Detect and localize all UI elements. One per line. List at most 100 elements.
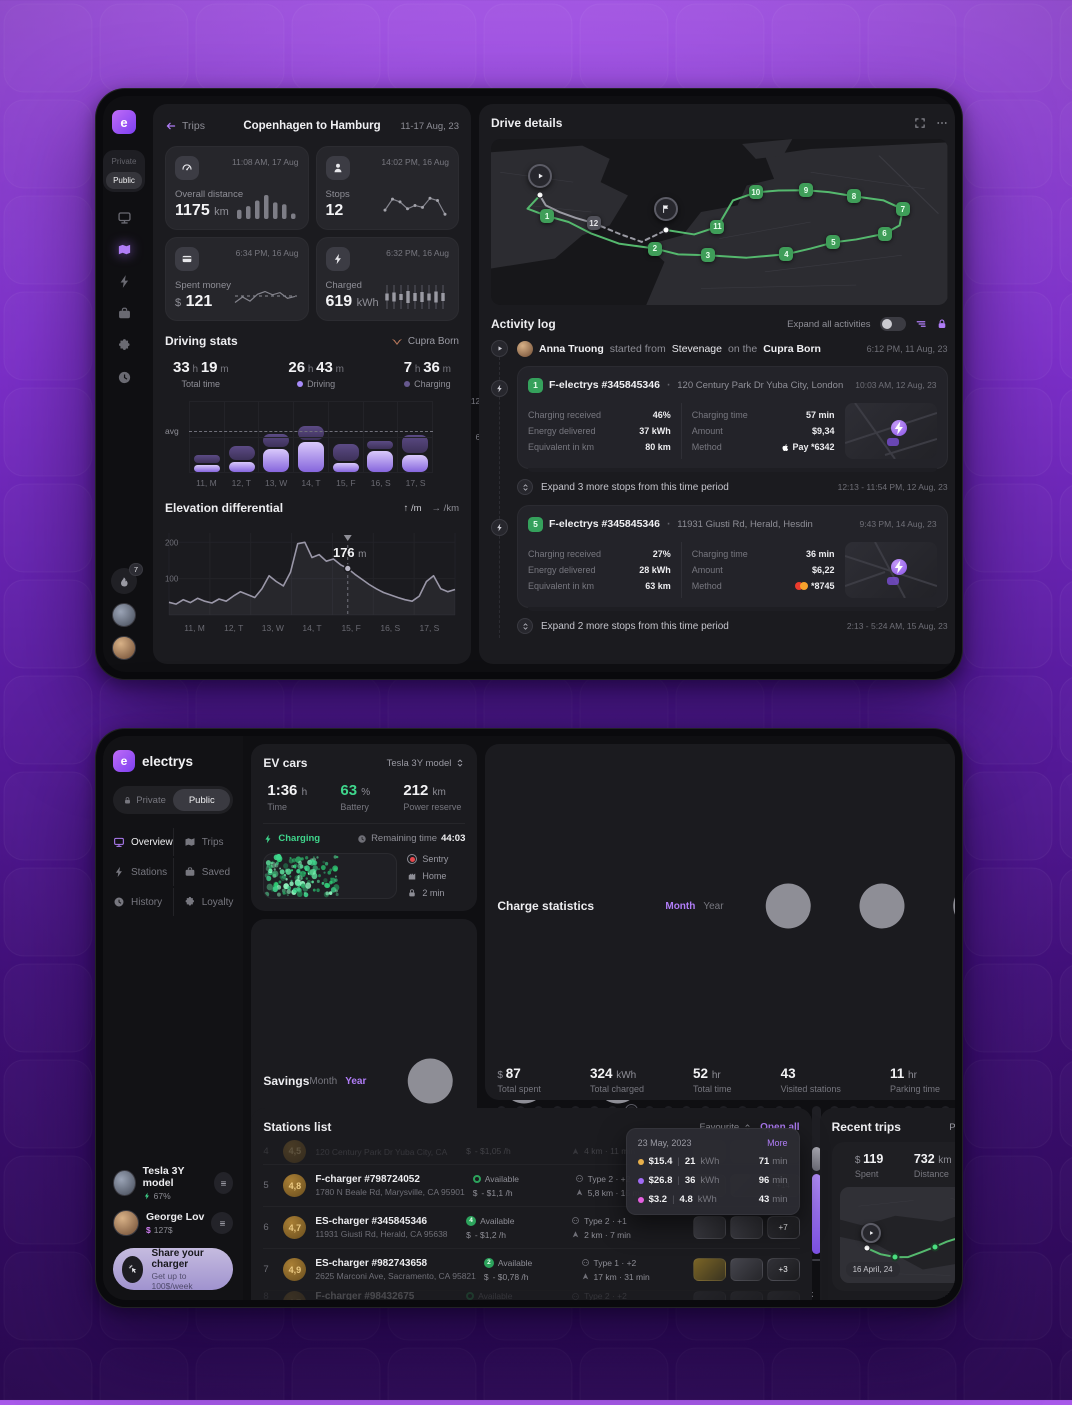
privacy-toggle[interactable]: Private Public (113, 786, 234, 814)
station-row[interactable]: 8 4,7 F-charger #98432675 Available Type 2 ·… (263, 1290, 800, 1300)
station-photo[interactable] (729, 1291, 763, 1300)
waypoint-marker[interactable]: 11 (710, 219, 725, 234)
home-status[interactable]: Home (407, 871, 465, 881)
sidebar-item-overview[interactable]: Overview (113, 828, 173, 856)
spent-card[interactable]: 6:34 PM, 16 Aug Spent money $ 121 (165, 237, 309, 321)
model-selector[interactable]: Tesla 3Y model (387, 758, 466, 769)
station-row[interactable]: 6 4,7 ES-charger #345845346 11931 Giusti Rd… (263, 1206, 800, 1248)
waypoint-marker[interactable]: 5 (826, 235, 841, 250)
user-row[interactable]: George Lov $127$ (113, 1210, 234, 1236)
expand-icon[interactable] (914, 117, 926, 129)
year-tab[interactable]: Year (345, 1075, 367, 1087)
waypoint-marker[interactable]: 9 (799, 183, 814, 198)
station-photo[interactable] (729, 1258, 763, 1281)
unit-m[interactable]: ↑ /m (403, 502, 422, 514)
sidebar-item-history[interactable]: History (113, 888, 173, 916)
history-icon[interactable] (117, 370, 132, 385)
sidebar-item-saved[interactable]: Saved (172, 858, 234, 886)
lock-status[interactable]: 2 min (407, 888, 465, 898)
month-tab[interactable]: Month (665, 900, 696, 912)
charge-stat: 43 Visited stations (780, 1066, 841, 1094)
waypoint-marker[interactable]: 10 (748, 185, 763, 200)
public-option[interactable]: Public (106, 172, 142, 189)
sidebar-item-trips[interactable]: Trips (172, 828, 234, 856)
station-photo[interactable] (692, 1291, 726, 1300)
sentry-status[interactable]: Sentry (407, 854, 465, 864)
public-option[interactable]: Public (173, 789, 231, 811)
filter-icon[interactable] (915, 318, 927, 330)
month-tab[interactable]: Month (309, 1075, 338, 1087)
charger-pin-icon (894, 559, 903, 574)
user-menu-button[interactable] (211, 1212, 234, 1234)
waypoint-marker[interactable]: 8 (846, 189, 861, 204)
saved-icon[interactable] (117, 306, 132, 321)
expand-stops-row[interactable]: Expand 2 more stops from this time perio… (517, 618, 948, 634)
elevation-units-toggle[interactable]: ↑ /m → /km (404, 503, 459, 514)
station-row[interactable]: 7 4,9 ES-charger #982743658 2625 Marconi Av… (263, 1248, 800, 1290)
brand[interactable]: e electrys (113, 750, 233, 772)
waypoint-marker[interactable]: 4 (779, 247, 794, 262)
more-icon[interactable] (936, 117, 948, 129)
year-tab[interactable]: Year (703, 900, 724, 912)
privacy-toggle[interactable]: Private Public (103, 150, 145, 192)
route-map[interactable]: 1 2 3 4 5 6 7 8 9 10 11 12 (491, 139, 948, 305)
sidebar-item-stations[interactable]: Stations (113, 858, 173, 886)
private-option[interactable]: Private (111, 157, 137, 166)
fire-icon (118, 575, 131, 588)
vehicle-menu-button[interactable] (214, 1172, 234, 1194)
electrys-logo-icon[interactable]: e (112, 110, 136, 134)
dollar-icon: $ (466, 1229, 471, 1240)
station-photo[interactable] (729, 1216, 763, 1239)
card-timestamp: 11:08 AM, 17 Aug (232, 157, 299, 167)
tablet-top: e Private Public 7 Copenhagen to Hamburg (95, 88, 963, 680)
vehicle-row[interactable]: Tesla 3Y model 67% (113, 1165, 234, 1201)
station-photo[interactable] (692, 1258, 726, 1281)
waypoint-marker[interactable]: 7 (895, 202, 910, 217)
distance-card[interactable]: 11:08 AM, 17 Aug Overall distance 1175 k… (165, 146, 309, 230)
private-option[interactable]: Private (116, 789, 173, 811)
card-value: 1175 (175, 202, 210, 219)
more-icon[interactable] (732, 756, 955, 1056)
station-photo[interactable]: +7 (766, 1216, 800, 1239)
loyalty-icon[interactable] (117, 338, 132, 353)
tablet-bottom: e electrys Private Public Overview Trips… (95, 728, 963, 1308)
station-photos: +7 (688, 1216, 800, 1239)
plan-trip-link[interactable]: Plan trip (949, 1121, 955, 1133)
axis-label: 11, M (184, 623, 205, 633)
stations-icon[interactable] (117, 274, 132, 289)
unit-km[interactable]: → /km (431, 502, 459, 514)
share-charger-button[interactable]: Share your charger Get up to 100$/week (113, 1248, 234, 1291)
charged-card[interactable]: 6:32 PM, 16 Aug Charged 619 kWh (315, 237, 459, 321)
waypoint-marker[interactable]: 6 (877, 226, 892, 241)
charge-bar[interactable] (811, 1106, 821, 1254)
waypoint-marker[interactable]: 2 (647, 241, 662, 256)
expand-all-toggle[interactable] (879, 317, 906, 331)
trips-icon[interactable] (117, 242, 132, 257)
waypoint-marker[interactable]: 3 (700, 248, 715, 263)
charge-stop-card[interactable]: 1 F-electrys #345845346 · 120 Century Pa… (517, 366, 948, 472)
tooltip-more-link[interactable]: More (767, 1138, 788, 1148)
station-name: ES-charger #345845346 (315, 1216, 428, 1227)
station-photo[interactable]: +3 (766, 1258, 800, 1281)
user-avatar[interactable] (112, 636, 136, 660)
expand-stops-row[interactable]: Expand 3 more stops from this time perio… (517, 479, 948, 495)
streak-button[interactable]: 7 (111, 563, 143, 594)
trips-panel: Copenhagen to Hamburg Trips 11-17 Aug, 2… (153, 104, 485, 664)
waypoint-marker[interactable]: 1 (540, 209, 555, 224)
station-photo[interactable] (692, 1216, 726, 1239)
car-selector[interactable]: Cupra Born (391, 335, 459, 347)
vehicle-avatar[interactable] (112, 603, 136, 627)
trip-start-entry[interactable]: Anna Truong started from Stevenage on th… (517, 340, 948, 358)
charge-stop-card[interactable]: 5 F-electrys #345845346 · 11931 Giusti R… (517, 505, 948, 611)
waypoint-marker[interactable]: 12 (586, 216, 601, 231)
open-all-link[interactable]: Open all (760, 1121, 800, 1133)
lock-icon[interactable] (936, 318, 948, 330)
stops-card[interactable]: 14:02 PM, 16 Aug Stops 12 (315, 146, 459, 230)
station-address: 120 Century Park Dr Yuba City, CA (315, 1147, 448, 1157)
back-button[interactable]: Trips (165, 120, 205, 132)
overview-icon[interactable] (117, 210, 132, 225)
sidebar-item-loyalty[interactable]: Loyalty (172, 888, 233, 916)
station-photo[interactable] (766, 1291, 800, 1300)
